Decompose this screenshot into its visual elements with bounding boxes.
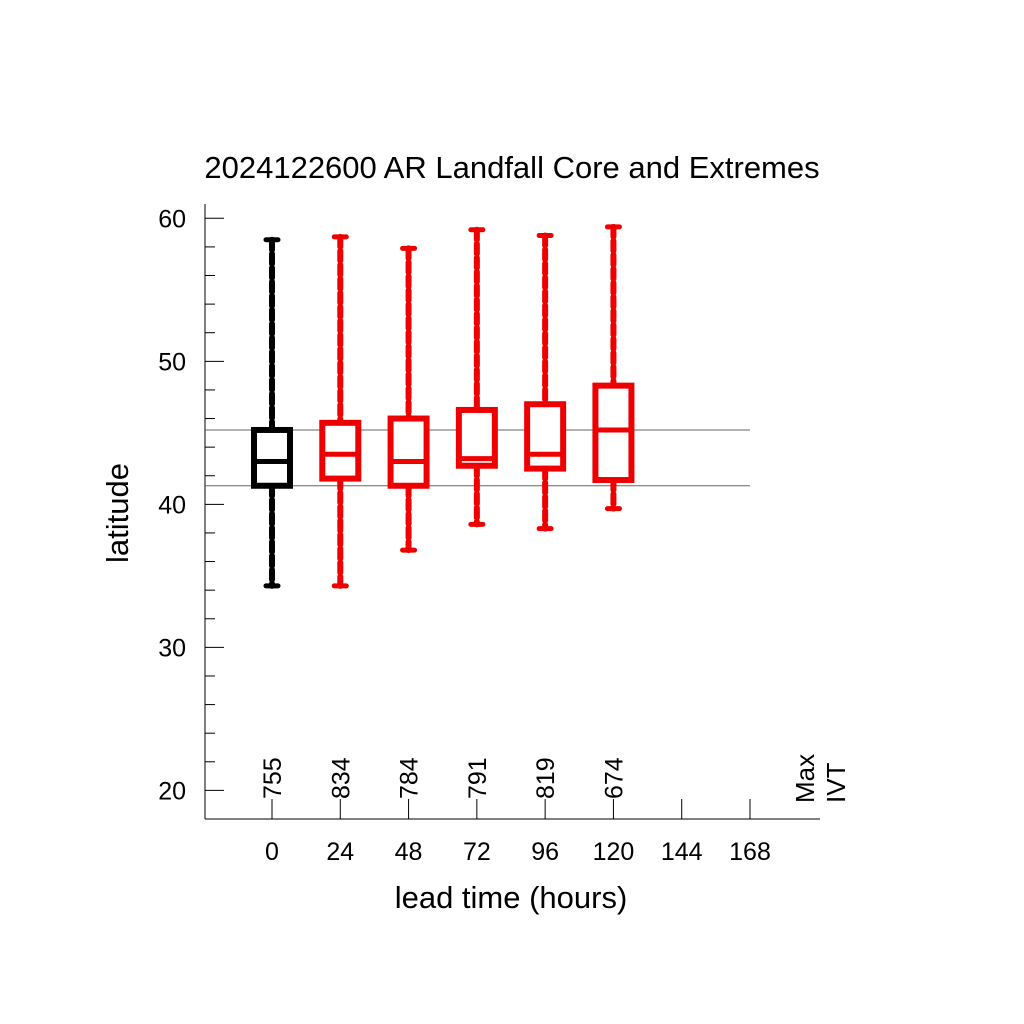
y-tick-label: 30 [158, 634, 186, 662]
box-iqr [319, 419, 362, 482]
box-lead-0 [251, 236, 293, 589]
y-tick-label: 60 [158, 205, 186, 233]
box-iqr [592, 382, 635, 484]
count-label: 819 [532, 757, 560, 799]
chart-title: 2024122600 AR Landfall Core and Extremes [204, 150, 819, 185]
box-iqr [387, 415, 430, 489]
box-lead-48 [387, 245, 430, 554]
x-axis-label: lead time (hours) [395, 880, 628, 915]
y-tick-label: 20 [158, 777, 186, 805]
box-series [251, 223, 635, 589]
count-label: 755 [259, 757, 287, 799]
y-axis-label: latitude [100, 463, 135, 563]
count-label: 791 [464, 757, 492, 799]
box-lead-120 [592, 223, 635, 512]
count-label: 784 [396, 757, 424, 799]
box-lead-72 [455, 226, 498, 528]
count-label: 834 [327, 757, 355, 799]
y-tick-label: 40 [158, 491, 186, 519]
y-axis-ticks: 20 30 40 50 60 [158, 205, 224, 820]
x-axis-ticks: 0 24 48 72 96 120 144 168 [265, 799, 771, 866]
count-label: 674 [600, 757, 628, 799]
x-tick-label: 48 [395, 838, 423, 866]
box-lead-24 [319, 233, 362, 589]
x-tick-label: 72 [463, 838, 491, 866]
x-tick-label: 0 [265, 838, 279, 866]
y-tick-label: 50 [158, 348, 186, 376]
x-tick-label: 144 [661, 838, 703, 866]
box-iqr [251, 426, 293, 489]
x-tick-label: 24 [326, 838, 354, 866]
x-tick-label: 120 [593, 838, 635, 866]
count-labels: 755 834 784 791 819 674 [259, 757, 628, 799]
x-tick-label: 96 [531, 838, 559, 866]
side-label-max: Max [790, 754, 820, 803]
box-lead-96 [524, 232, 567, 532]
x-tick-label: 168 [729, 838, 771, 866]
side-label-ivt: IVT [821, 762, 851, 803]
box-iqr [524, 401, 567, 472]
